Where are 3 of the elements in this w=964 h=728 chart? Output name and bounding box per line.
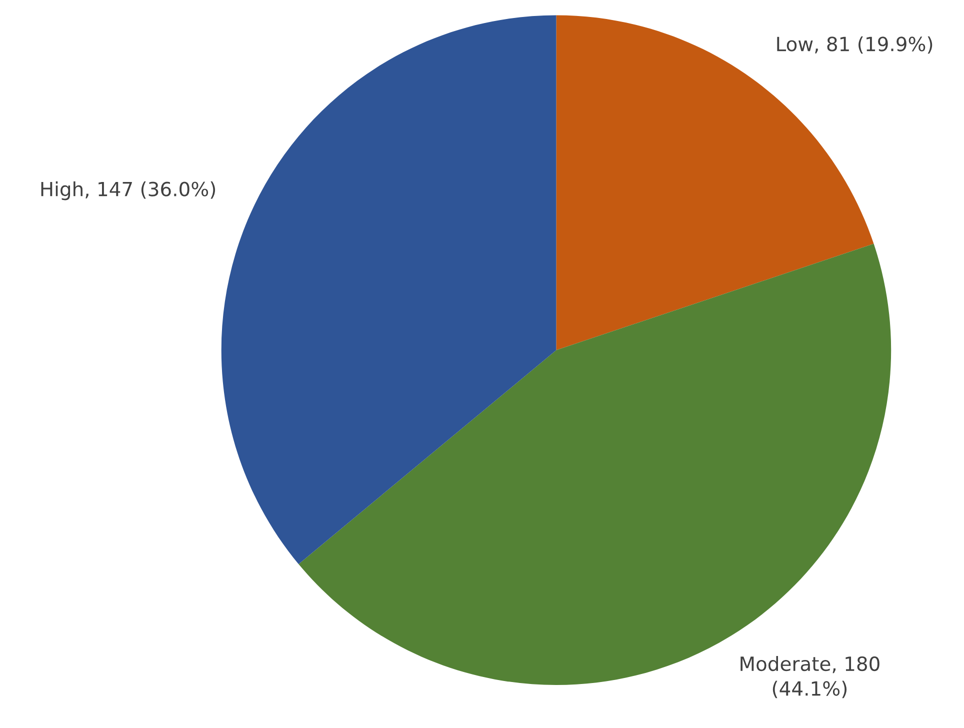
slice-label: Low, 81 (19.9%): [777, 36, 932, 54]
slice-label: High, 147 (36.0%): [41, 181, 216, 200]
slice-label: Moderate, 180 (44.1%): [740, 656, 880, 698]
